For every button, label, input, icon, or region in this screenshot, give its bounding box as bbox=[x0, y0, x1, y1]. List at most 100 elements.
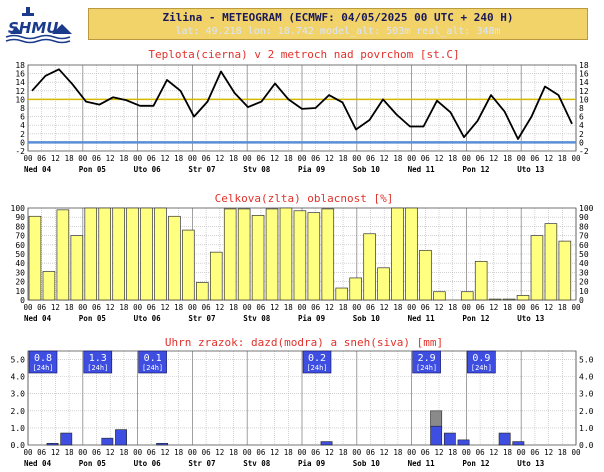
hour-label: 06 bbox=[476, 303, 486, 312]
rain-bar bbox=[115, 429, 127, 446]
y-tick-label: 18 bbox=[15, 61, 25, 70]
rain-bar bbox=[498, 432, 511, 446]
y-tick-label: 6 bbox=[20, 113, 25, 122]
hour-label: 18 bbox=[174, 448, 184, 457]
rain-bar bbox=[430, 425, 443, 446]
hour-label: 06 bbox=[92, 303, 102, 312]
hour-label: 18 bbox=[503, 154, 513, 163]
day-label: Pia 09 bbox=[298, 459, 326, 468]
hour-label: 00 bbox=[352, 303, 362, 312]
hour-label: 06 bbox=[530, 303, 540, 312]
precip-panel-title: Uhrn zrazok: dazd(modra) a sneh(siva) [m… bbox=[165, 336, 443, 349]
y-tick-label: 2.0 bbox=[11, 407, 26, 416]
cloud-bar bbox=[42, 271, 56, 301]
rain-bar bbox=[443, 432, 456, 446]
badge-box bbox=[83, 350, 113, 374]
hour-label: 00 bbox=[352, 448, 362, 457]
hour-label: 18 bbox=[65, 448, 75, 457]
y-tick-label-right: 4.0 bbox=[579, 373, 594, 382]
meteogram-title: Zilina - METEOGRAM (ECMWF: 04/05/2025 00… bbox=[162, 11, 514, 24]
y-tick-label: 70 bbox=[15, 232, 25, 241]
day-label: Uto 13 bbox=[517, 314, 545, 323]
cloud-bar bbox=[349, 277, 362, 301]
day-label: Ned 11 bbox=[408, 165, 436, 174]
hour-label: 00 bbox=[517, 154, 527, 163]
hour-label: 00 bbox=[407, 154, 417, 163]
y-tick-label-right: 100 bbox=[579, 204, 594, 213]
cloud-bar bbox=[558, 240, 572, 301]
hour-label: 12 bbox=[160, 303, 169, 312]
day-label: Uto 13 bbox=[517, 459, 545, 468]
day-label: Stv 08 bbox=[243, 459, 271, 468]
y-tick-label: 0 bbox=[20, 138, 25, 147]
rain-bar bbox=[46, 442, 59, 446]
location-info: lat: 49.218 lon: 18.742 model_alt: 503m … bbox=[175, 26, 501, 37]
hour-label: 18 bbox=[393, 303, 403, 312]
hour-label: 06 bbox=[37, 448, 47, 457]
hour-label: 00 bbox=[23, 303, 33, 312]
badge-value: 0.2 bbox=[308, 353, 326, 364]
y-tick-label: 20 bbox=[15, 278, 25, 287]
day-label: Pon 12 bbox=[462, 459, 489, 468]
hour-label: 06 bbox=[92, 154, 102, 163]
y-tick-label: 4.0 bbox=[11, 373, 26, 382]
hour-label: 00 bbox=[297, 448, 307, 457]
hour-label: 06 bbox=[421, 303, 431, 312]
daily-total-badge: 2.9[24h] bbox=[412, 350, 441, 374]
day-label: Str 07 bbox=[188, 314, 215, 323]
hour-label: 12 bbox=[106, 448, 115, 457]
cloud-bar bbox=[196, 282, 209, 301]
day-label: Uto 06 bbox=[134, 165, 162, 174]
hour-label: 12 bbox=[489, 154, 498, 163]
y-tick-label: -2 bbox=[15, 147, 25, 156]
badge-box bbox=[302, 350, 332, 374]
hour-label: 06 bbox=[421, 448, 431, 457]
hour-label: 00 bbox=[571, 448, 581, 457]
hour-label: 12 bbox=[270, 154, 279, 163]
day-label: Ned 11 bbox=[408, 459, 436, 468]
y-tick-label: 100 bbox=[11, 204, 26, 213]
cloud-bar bbox=[321, 208, 335, 301]
y-tick-label-right: 0.0 bbox=[579, 441, 594, 450]
daily-total-badge: 0.9[24h] bbox=[467, 350, 496, 374]
hour-label: 06 bbox=[311, 154, 321, 163]
y-tick-label: 12 bbox=[15, 87, 25, 96]
hour-label: 18 bbox=[558, 448, 568, 457]
hour-label: 00 bbox=[243, 154, 253, 163]
hour-label: 00 bbox=[407, 448, 417, 457]
y-tick-label-right: 90 bbox=[579, 213, 589, 222]
hour-label: 18 bbox=[174, 154, 184, 163]
day-label: Sob 10 bbox=[353, 459, 381, 468]
y-tick-label-right: 5.0 bbox=[579, 356, 594, 365]
y-tick-label: 2 bbox=[20, 130, 25, 139]
y-tick-label-right: 70 bbox=[579, 232, 589, 241]
cloud-bar bbox=[237, 208, 251, 301]
hour-label: 00 bbox=[297, 154, 307, 163]
cloud-bar bbox=[377, 267, 390, 301]
hour-label: 12 bbox=[51, 448, 60, 457]
hour-label: 12 bbox=[51, 303, 60, 312]
day-label: Pon 05 bbox=[79, 459, 106, 468]
day-label: Stv 08 bbox=[243, 314, 271, 323]
y-tick-label-right: 2.0 bbox=[579, 407, 594, 416]
y-tick-label: 8 bbox=[20, 104, 25, 113]
cloud-bar bbox=[405, 207, 418, 301]
badge-unit: [24h] bbox=[87, 364, 108, 372]
hour-label: 00 bbox=[78, 303, 88, 312]
hour-label: 12 bbox=[215, 448, 224, 457]
y-tick-label-right: 0 bbox=[579, 296, 584, 305]
hour-label: 12 bbox=[380, 448, 389, 457]
cloud-bar bbox=[182, 229, 195, 301]
hour-label: 00 bbox=[243, 448, 253, 457]
badge-value: 0.8 bbox=[34, 353, 52, 364]
y-tick-label: 60 bbox=[15, 241, 25, 250]
cloud-bar bbox=[335, 287, 349, 301]
hour-label: 18 bbox=[448, 448, 458, 457]
hour-label: 18 bbox=[119, 154, 129, 163]
y-tick-label-right: 8 bbox=[579, 104, 584, 113]
day-label: Ned 11 bbox=[408, 314, 436, 323]
day-label: Pon 05 bbox=[79, 314, 106, 323]
day-label: Uto 06 bbox=[134, 314, 162, 323]
hour-label: 12 bbox=[434, 154, 443, 163]
